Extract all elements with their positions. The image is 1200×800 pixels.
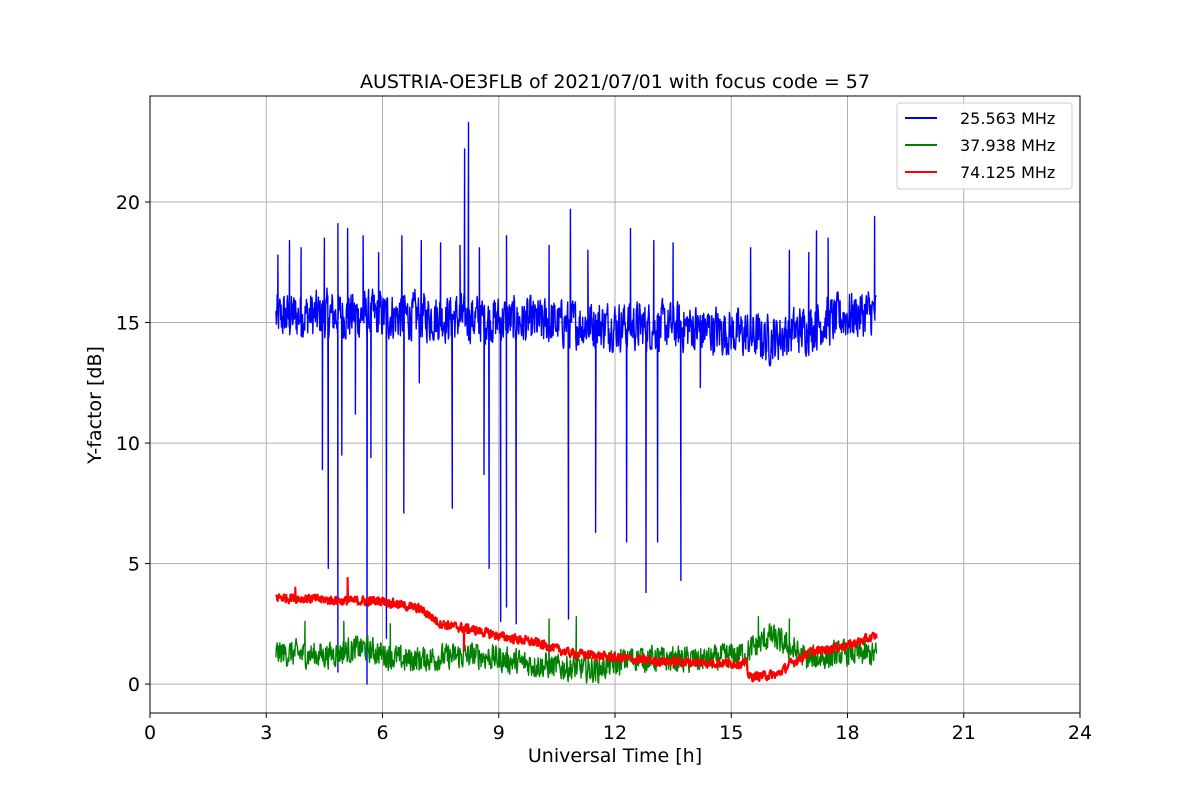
series-line-2 <box>275 615 878 684</box>
series-line-3 <box>275 576 878 683</box>
x-tick-label: 3 <box>260 722 272 744</box>
plot-area <box>275 121 878 685</box>
chart-title: AUSTRIA-OE3FLB of 2021/07/01 with focus … <box>360 71 870 93</box>
y-tick-label: 5 <box>128 554 140 576</box>
y-tick-label: 10 <box>116 433 140 455</box>
y-axis-ticks: 0 5 10 15 20 <box>116 192 150 696</box>
x-tick-label: 15 <box>719 722 743 744</box>
y-tick-label: 15 <box>116 313 140 335</box>
series-layer <box>275 121 878 685</box>
legend-box <box>896 102 1073 190</box>
x-tick-label: 0 <box>144 722 156 744</box>
legend: 25.563 MHz 37.938 MHz 74.125 MHz <box>896 102 1073 190</box>
x-tick-label: 18 <box>835 722 859 744</box>
x-axis-ticks: 0 3 6 9 12 15 18 21 24 <box>144 713 1092 744</box>
x-tick-label: 9 <box>493 722 505 744</box>
y-tick-label: 0 <box>128 674 140 696</box>
x-tick-label: 6 <box>376 722 388 744</box>
x-tick-label: 21 <box>952 722 976 744</box>
x-tick-label: 12 <box>603 722 627 744</box>
y-tick-label: 20 <box>116 192 140 214</box>
grid-lines <box>149 96 1081 713</box>
x-tick-label: 24 <box>1068 722 1092 744</box>
x-axis-label: Universal Time [h] <box>528 745 702 767</box>
legend-label-series-3: 74.125 MHz <box>960 163 1055 182</box>
legend-label-series-2: 37.938 MHz <box>960 136 1055 155</box>
y-axis-label: Y-factor [dB] <box>84 346 106 465</box>
series-line-1 <box>275 121 877 685</box>
legend-label-series-1: 25.563 MHz <box>960 109 1055 128</box>
